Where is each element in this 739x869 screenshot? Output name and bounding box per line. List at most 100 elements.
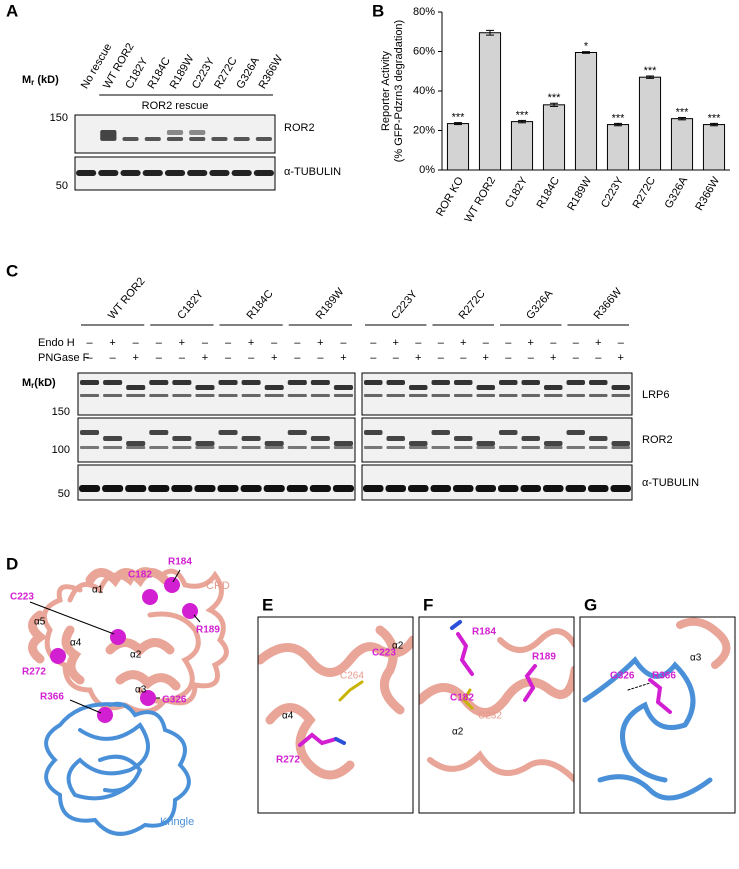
blot-label: ROR2 [284, 122, 315, 134]
band [544, 446, 563, 449]
panel-label: F [423, 595, 433, 614]
treatment-sign: – [248, 352, 255, 364]
band [125, 485, 147, 492]
band [333, 446, 353, 449]
band [498, 485, 519, 492]
panel-frame [257, 616, 414, 814]
treatment-sign: – [317, 352, 324, 364]
band [610, 485, 631, 492]
helix-label: α1 [92, 585, 104, 596]
band [310, 436, 330, 441]
band [476, 446, 495, 449]
band [431, 446, 450, 449]
blot-label: LRP6 [642, 389, 670, 401]
band [241, 394, 261, 397]
y-tick-label: 20% [413, 124, 435, 136]
mr-unit: (kD) [34, 74, 59, 86]
marker-label: 50 [56, 180, 68, 192]
band [241, 436, 261, 441]
significance: * [584, 41, 589, 53]
band [589, 394, 608, 397]
band [144, 137, 161, 141]
significance: *** [676, 106, 690, 118]
treatment-sign: + [415, 352, 421, 364]
band [409, 446, 428, 449]
band [195, 441, 215, 446]
residue-label: G326 [610, 671, 635, 682]
band [454, 394, 473, 397]
group-label: R366W [592, 286, 625, 322]
band [565, 485, 586, 492]
significance: *** [452, 112, 466, 124]
band [521, 394, 540, 397]
band [386, 394, 405, 397]
bar [670, 118, 694, 171]
band [218, 380, 238, 385]
bar [702, 124, 726, 171]
residue-label: C232 [478, 711, 502, 722]
residue-label: R272 [276, 755, 300, 766]
residue-label: G326 [162, 695, 187, 706]
bar [510, 121, 534, 171]
blot [361, 464, 633, 501]
band [521, 380, 540, 385]
band [218, 446, 238, 449]
panel-label: C [6, 261, 18, 280]
band [149, 394, 169, 397]
band [189, 137, 206, 141]
band [476, 385, 495, 390]
significance: *** [612, 112, 626, 124]
treatment-sign: + [618, 352, 624, 364]
band [386, 380, 405, 385]
band [333, 394, 353, 397]
band [386, 436, 405, 441]
band [589, 436, 608, 441]
band [80, 430, 100, 435]
treatment-sign: + [132, 352, 138, 364]
treatment-sign: + [109, 337, 115, 349]
y-tick-label: 0% [419, 164, 435, 176]
band [287, 394, 307, 397]
band [454, 436, 473, 441]
band [218, 394, 238, 397]
band [126, 394, 146, 397]
treatment-sign: + [271, 352, 277, 364]
band [409, 441, 428, 446]
band [76, 170, 97, 176]
helix-label: α5 [34, 617, 46, 628]
treatment-sign: – [370, 337, 377, 349]
band [333, 385, 353, 390]
marker-label: 50 [58, 488, 70, 500]
band [409, 385, 428, 390]
band [520, 485, 541, 492]
kringle-structure [44, 701, 191, 836]
treatment-sign: – [415, 337, 422, 349]
residue-label: R189 [196, 625, 220, 636]
band [187, 170, 208, 176]
band [408, 485, 429, 492]
residue-label: R184 [472, 627, 496, 638]
band [264, 394, 284, 397]
mr-unit: (kD) [34, 377, 56, 389]
band [476, 441, 495, 446]
panel-label: E [262, 595, 273, 614]
helix-label: α2 [452, 727, 464, 738]
band [253, 170, 274, 176]
group-label: C182Y [175, 288, 206, 322]
band [100, 130, 117, 140]
treatment-sign: – [438, 337, 445, 349]
treatment-sign: – [86, 337, 93, 349]
band [233, 137, 250, 141]
band [263, 485, 285, 492]
helix-label: α2 [130, 650, 142, 661]
y-tick-label: 60% [413, 45, 435, 57]
treatment-sign: – [86, 352, 93, 364]
band [80, 394, 100, 397]
band [172, 446, 192, 449]
blot-label: α-TUBULIN [642, 477, 699, 489]
treatment-sign: + [393, 337, 399, 349]
band [453, 485, 474, 492]
band [611, 385, 630, 390]
treatment-sign: – [294, 352, 301, 364]
blot-label: ROR2 [642, 434, 673, 446]
